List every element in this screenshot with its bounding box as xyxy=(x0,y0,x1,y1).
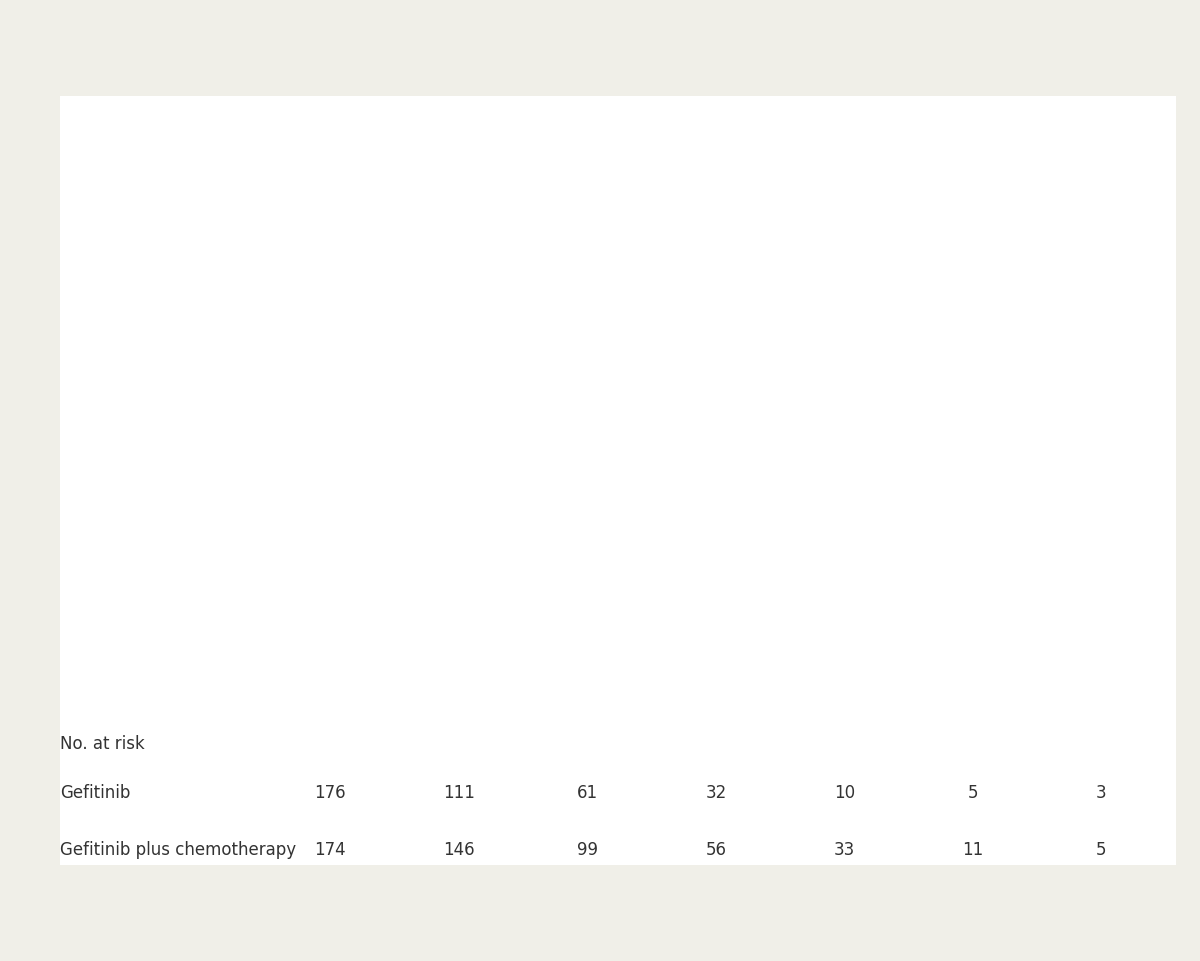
Text: No. at risk: No. at risk xyxy=(60,735,145,753)
Text: 99: 99 xyxy=(577,842,598,859)
Text: 174: 174 xyxy=(314,842,347,859)
Text: Gefitinib: Gefitinib xyxy=(947,625,1018,643)
Text: 10: 10 xyxy=(834,784,856,801)
Text: 61: 61 xyxy=(577,784,598,801)
Text: 56: 56 xyxy=(706,842,726,859)
Text: Gefitinib plus chemotherapy: Gefitinib plus chemotherapy xyxy=(60,842,296,859)
Text: Gefitinib: Gefitinib xyxy=(60,784,131,801)
Text: 5: 5 xyxy=(967,784,978,801)
Text: 33: 33 xyxy=(834,842,856,859)
Text: Gefitinib plus chemotherapy: Gefitinib plus chemotherapy xyxy=(780,542,1016,560)
Y-axis label: Overall survival, %: Overall survival, % xyxy=(245,333,263,503)
Text: 146: 146 xyxy=(443,842,475,859)
Text: 176: 176 xyxy=(314,784,347,801)
Text: 32: 32 xyxy=(706,784,726,801)
Text: P <.001: P <.001 xyxy=(773,480,839,498)
Text: 5: 5 xyxy=(1096,842,1106,859)
X-axis label: Time since enrollment, y: Time since enrollment, y xyxy=(620,734,844,752)
Text: 111: 111 xyxy=(443,784,475,801)
Text: 11: 11 xyxy=(962,842,984,859)
Text: 3: 3 xyxy=(1096,784,1106,801)
